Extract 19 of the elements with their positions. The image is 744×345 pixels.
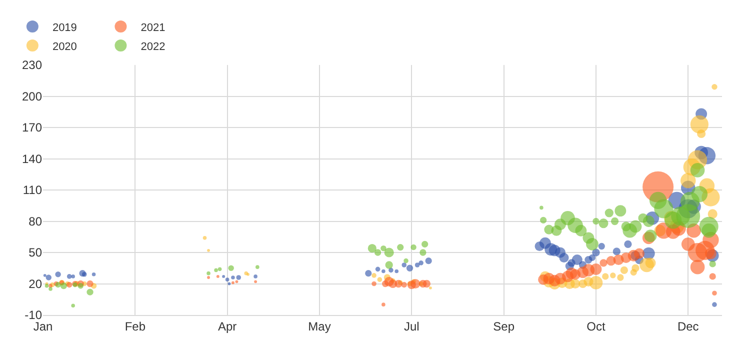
x-tick-label: Sep bbox=[493, 319, 515, 334]
x-tick-label: Oct bbox=[586, 319, 606, 334]
y-tick-label: 230 bbox=[22, 58, 42, 72]
x-tick-label: May bbox=[308, 319, 331, 334]
x-tick-label: Dec bbox=[677, 319, 699, 334]
x-tick-label: Apr bbox=[218, 319, 237, 334]
x-tick-label: Jul bbox=[404, 319, 420, 334]
y-tick-label: 110 bbox=[22, 183, 42, 198]
y-tick-label: 140 bbox=[22, 152, 42, 166]
y-tick-label: 50 bbox=[28, 246, 42, 260]
y-tick-label: 200 bbox=[22, 89, 42, 104]
legend-label: 2019 bbox=[52, 22, 77, 34]
legend-label: 2020 bbox=[52, 40, 77, 53]
legend-label: 2022 bbox=[140, 40, 166, 53]
y-tick-label: 20 bbox=[28, 276, 42, 291]
y-tick-label: 80 bbox=[28, 214, 42, 228]
x-tick-label: Feb bbox=[124, 319, 146, 334]
y-tick-label: 170 bbox=[22, 120, 42, 135]
legend-label: 2021 bbox=[140, 22, 166, 34]
